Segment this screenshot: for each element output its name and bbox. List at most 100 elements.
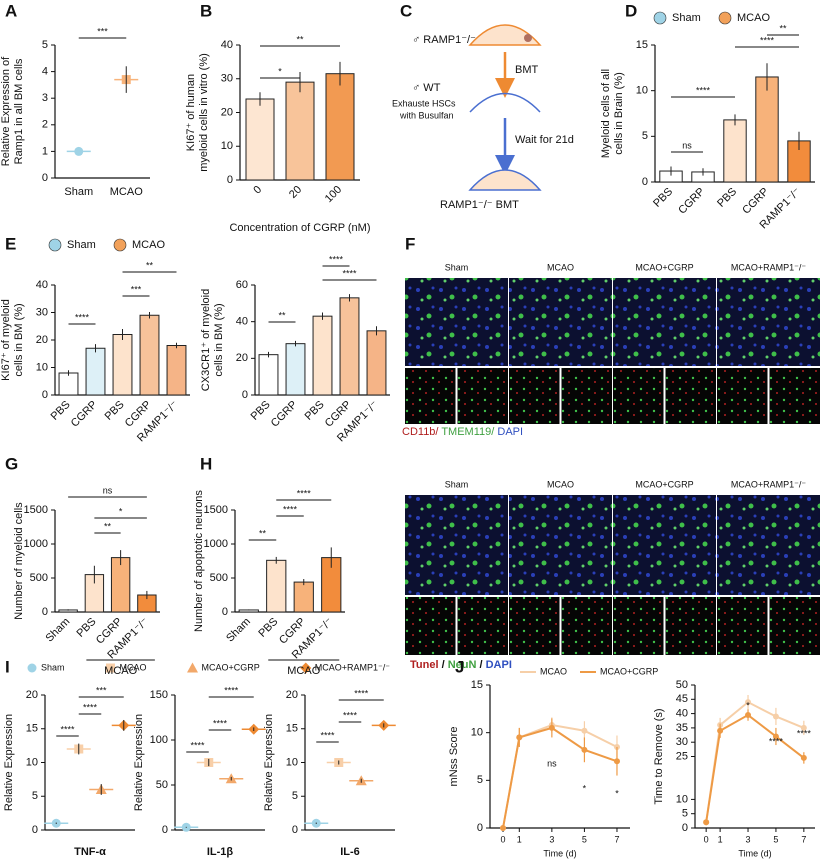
data-point [74,146,84,156]
x-axis-label: IL-6 [340,846,360,858]
micrograph [717,495,820,595]
diagram-label: ♂ WT [412,82,441,94]
caption-part: DAPI [494,426,523,438]
data-point [548,724,555,731]
y-tick-label: 10 [221,140,233,152]
caption-part: CD11b/ [402,426,439,438]
data-point [800,754,807,761]
micrograph-channel [613,597,664,655]
data-point [581,746,588,753]
y-tick-label: 40 [221,39,233,51]
y-tick-label: 15 [471,679,483,691]
micrograph-channel [561,597,612,655]
legend-label: Sham [672,12,701,24]
image-label: MCAO+CGRP [635,479,693,489]
panel-letter: H [200,454,212,473]
data-point [717,727,724,734]
y-tick-label: 15 [636,39,648,51]
x-tick-label: MCAO [110,186,143,198]
micrograph-channel [665,597,716,655]
micrograph-channel [405,368,456,424]
significance-label: * [278,66,282,76]
x-tick-label: 0 [704,834,709,844]
x-tick-label: Sham [224,616,253,645]
y-tick-label: 10 [26,756,38,768]
micrograph-channel [717,368,768,424]
data-point [581,727,588,734]
significance-label: ** [259,528,267,538]
x-tick-label: PBS [103,399,127,423]
mouse-bone [524,34,532,42]
caption-f: CD11b/ TMEM119/ DAPI [402,426,523,438]
y-axis-label: cells in Brain (%) [613,72,625,155]
x-axis-label: IL-1β [207,846,234,858]
micrograph-channel [769,597,820,655]
significance-label: ns [103,485,113,495]
significance-label: **** [190,740,205,750]
significance-label: *** [131,284,142,294]
bar [366,330,387,396]
diagram-label: BMT [515,64,539,76]
x-tick-label: 0 [251,184,264,197]
y-tick-label: 30 [36,306,48,318]
legend-label: MCAO [120,662,147,672]
x-axis-label: Time (d) [543,848,576,858]
x-tick-label: 1 [718,834,723,844]
y-tick-label: 50 [156,779,168,791]
y-tick-label: 500 [30,572,48,584]
data-point [187,662,199,673]
significance-label: **** [354,688,369,698]
bar [312,315,333,396]
image-label: MCAO+RAMP1⁻/⁻ [731,479,807,489]
image-label: MCAO+CGRP [635,262,693,272]
y-tick-label: 0 [42,606,48,618]
micrograph [613,278,716,366]
x-axis-label: TNF-α [74,846,106,858]
micrograph-channel [509,368,560,424]
legend-swatch [718,11,732,25]
y-tick-label: 30 [676,736,688,748]
caption-part: NeuN [448,659,477,671]
micrograph [509,495,612,595]
bar [293,581,314,613]
legend-swatch [113,238,127,252]
y-tick-label: 0 [42,172,48,184]
significance-label: ns [547,758,557,768]
y-tick-label: 10 [676,793,688,805]
bar [166,345,187,396]
y-tick-label: 40 [676,708,688,720]
significance-label: **** [769,736,784,746]
significance-label: **** [283,504,298,514]
y-tick-label: 20 [26,689,38,701]
caption-part: / [476,659,485,671]
line-series [502,726,618,829]
y-tick-label: 5 [42,39,48,51]
x-tick-label: CGRP [740,186,771,217]
group-label: MCAO [104,665,137,677]
y-tick-label: 10 [471,727,483,739]
significance-label: **** [329,254,344,264]
bar [139,314,160,396]
y-tick-label: 10 [636,85,648,97]
y-tick-label: 20 [236,352,248,364]
data-point [772,733,779,740]
y-tick-label: 0 [682,822,688,834]
y-tick-label: 0 [477,822,483,834]
x-tick-label: CGRP [676,186,707,217]
y-axis-label: Myeloid cells of all [600,69,612,158]
data-point [745,699,752,706]
caption-part: Tunel [410,659,439,671]
x-tick-label: PBS [651,186,675,210]
y-tick-label: 1000 [204,538,228,550]
panel-letter: E [5,234,16,253]
legend-label: Sham [41,662,65,672]
data-point [500,825,507,831]
bar [58,372,79,396]
panel-letter: D [625,1,637,20]
legend-label: MCAO+CGRP [600,666,658,676]
line-series [502,724,618,829]
micrograph-channel [665,368,716,424]
significance-label: ** [146,260,154,270]
micrograph [405,278,508,366]
